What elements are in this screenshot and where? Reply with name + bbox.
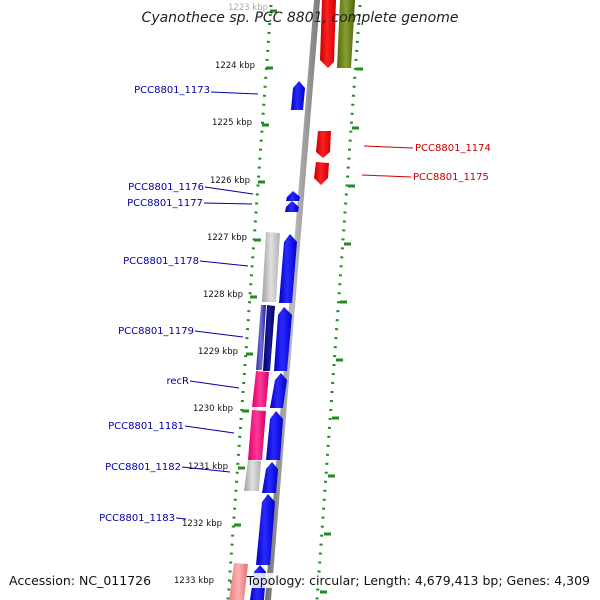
gene-pcc8801-1178-grey	[262, 232, 280, 302]
topology-text: Topology: circular; Length: 4,679,413 bp…	[246, 573, 590, 588]
left-leader-lines	[175, 91, 259, 520]
gene-pcc8801-1173[interactable]	[291, 81, 305, 110]
kbp-label: 1226 kbp	[210, 176, 250, 186]
gene-label[interactable]: PCC8801_1176	[128, 182, 204, 193]
gene-pcc8801-1176[interactable]	[286, 191, 300, 201]
gene-block-red-top	[320, 0, 336, 68]
major-ticks	[230, 9, 363, 594]
gene-pcc8801-1181-pink	[248, 410, 266, 460]
gene-pcc8801-1177[interactable]	[285, 201, 299, 212]
gene-label[interactable]: PCC8801_1179	[118, 326, 194, 337]
kbp-label: 1225 kbp	[212, 118, 252, 128]
gene-block-olive-top	[337, 0, 355, 68]
kbp-label: 1233 kbp	[174, 576, 214, 586]
gene-recr-pink	[252, 371, 269, 407]
gene-pcc8801-1178[interactable]	[279, 234, 297, 303]
kbp-label: 1224 kbp	[215, 61, 255, 71]
kbp-label: 1227 kbp	[207, 233, 247, 243]
gene-pcc8801-1179-darknavy	[263, 305, 275, 371]
kbp-label: 1223 kbp	[228, 3, 268, 13]
kbp-label: 1228 kbp	[203, 290, 243, 300]
gene-pcc8801-1183[interactable]	[256, 494, 275, 565]
right-leader-lines	[361, 145, 414, 178]
gene-label[interactable]: PCC8801_1175	[413, 172, 489, 183]
gene-recr[interactable]	[270, 373, 287, 408]
gene-pcc8801-1174[interactable]	[316, 131, 331, 158]
gene-pcc8801-1182-grey	[244, 460, 261, 491]
kbp-label: 1232 kbp	[182, 519, 222, 529]
gene-label[interactable]: PCC8801_1181	[108, 421, 184, 432]
gene-label[interactable]: recR	[167, 376, 190, 387]
gene-label[interactable]: PCC8801_1173	[134, 85, 210, 96]
map-title: Cyanothece sp. PCC 8801, complete genome	[141, 10, 459, 26]
gene-pcc8801-1179-navy	[256, 305, 266, 370]
kbp-label: 1230 kbp	[193, 404, 233, 414]
gene-pcc8801-1179[interactable]	[274, 307, 292, 371]
gene-label[interactable]: PCC8801_1174	[415, 143, 491, 154]
gene-label[interactable]: PCC8801_1177	[127, 198, 203, 209]
gene-pcc8801-1182[interactable]	[262, 462, 278, 493]
gene-salmon-bottom	[229, 563, 248, 600]
gene-pcc8801-1181[interactable]	[266, 411, 283, 460]
left-tick-track	[226, 4, 273, 600]
accession-text: Accession: NC_011726	[9, 573, 152, 588]
gene-pcc8801-1175[interactable]	[314, 162, 329, 185]
kbp-label: 1231 kbp	[188, 462, 228, 472]
right-tick-track	[315, 4, 362, 600]
gene-label[interactable]: PCC8801_1183	[99, 513, 175, 524]
gene-label[interactable]: PCC8801_1182	[105, 462, 181, 473]
gene-label[interactable]: PCC8801_1178	[123, 256, 199, 267]
kbp-label: 1229 kbp	[198, 347, 238, 357]
